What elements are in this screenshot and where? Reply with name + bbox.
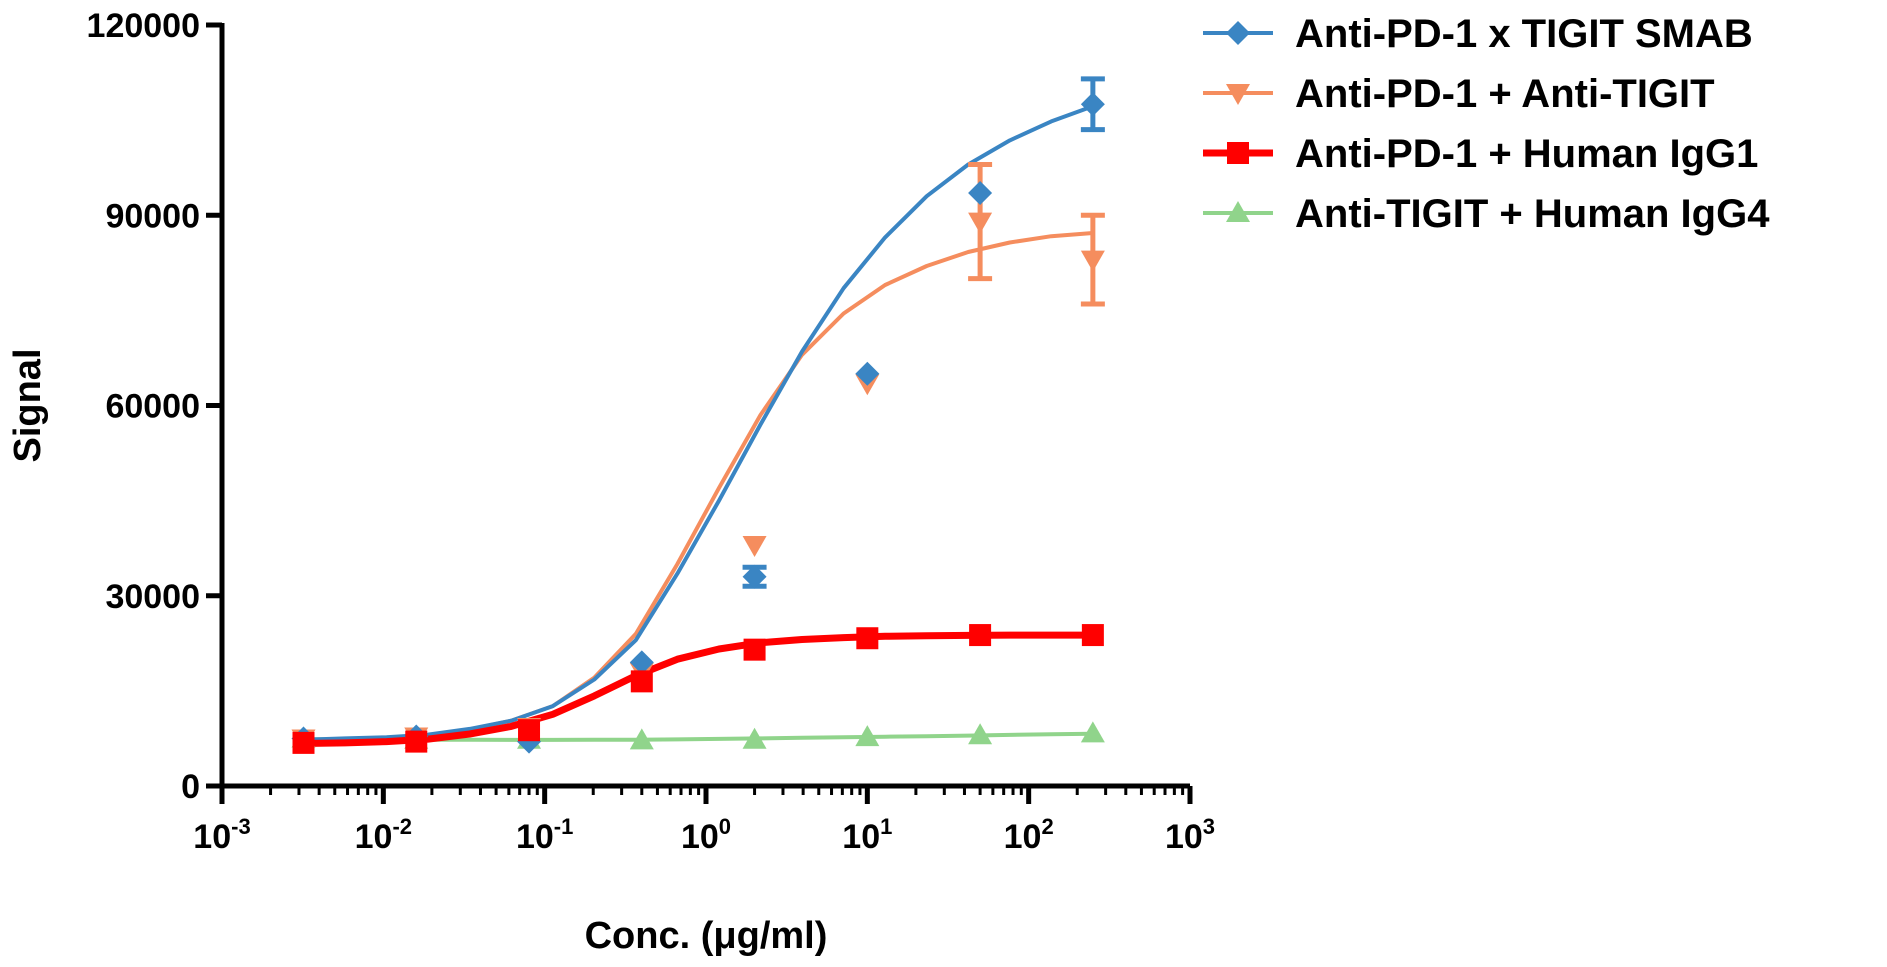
series-curve <box>301 231 1095 743</box>
data-point <box>1080 250 1105 272</box>
legend-label: Anti-PD-1 + Human IgG1 <box>1295 132 1758 176</box>
legend-marker <box>1226 84 1250 105</box>
x-tick-exponent: 0 <box>719 814 731 839</box>
x-axis-title: Conc. (μg/ml) <box>585 915 828 957</box>
x-tick-exponent: 2 <box>1041 814 1053 839</box>
x-tick-base: 10 <box>193 818 231 856</box>
data-point <box>518 719 541 742</box>
x-tick-exponent: 3 <box>1203 814 1215 839</box>
x-tick-label: 100 <box>681 814 731 856</box>
data-point <box>1081 624 1104 647</box>
series-points <box>291 162 1105 751</box>
data-point <box>743 638 766 661</box>
data-point <box>405 730 428 753</box>
x-tick-label: 102 <box>1004 814 1054 856</box>
data-point <box>855 361 880 386</box>
fitted-curves <box>300 104 1097 747</box>
x-tick-label: 10-2 <box>355 814 412 856</box>
y-tick-label: 90000 <box>105 197 200 235</box>
x-tick-label: 10-3 <box>193 814 250 856</box>
legend-entry: Anti-PD-1 + Human IgG1 <box>1203 132 1758 176</box>
data-point <box>1080 92 1105 117</box>
x-tick-base: 10 <box>681 818 719 856</box>
data-point <box>629 650 654 675</box>
y-tick-label: 120000 <box>87 7 200 45</box>
legend-marker <box>1227 142 1249 164</box>
series-points <box>292 624 1104 754</box>
x-tick-base: 10 <box>355 818 393 856</box>
x-tick-exponent: 1 <box>880 814 892 839</box>
legend-entry: Anti-TIGIT + Human IgG4 <box>1203 192 1770 236</box>
y-tick-label: 30000 <box>105 578 200 616</box>
x-tick-base: 10 <box>1165 818 1203 856</box>
x-tick-base: 10 <box>842 818 880 856</box>
data-point <box>742 564 767 589</box>
legend-marker <box>1226 201 1250 222</box>
data-point <box>742 727 767 749</box>
legend-entry: Anti-PD-1 + Anti-TIGIT <box>1203 72 1715 116</box>
y-tick-label: 0 <box>181 768 200 806</box>
y-axis-title: Signal <box>7 348 49 462</box>
data-point <box>1080 721 1105 743</box>
x-tick-label: 103 <box>1165 814 1215 856</box>
legend-label: Anti-TIGIT + Human IgG4 <box>1295 192 1770 236</box>
data-point <box>856 627 879 650</box>
x-tick-label: 101 <box>842 814 892 856</box>
data-points <box>291 76 1105 754</box>
x-tick-exponent: -2 <box>392 814 412 839</box>
data-point <box>968 181 993 206</box>
data-point <box>629 728 654 750</box>
x-tick-exponent: -3 <box>231 814 251 839</box>
x-tick-label: 10-1 <box>516 814 573 856</box>
legend-marker <box>1226 21 1250 45</box>
series-curve <box>300 631 1097 747</box>
data-point <box>968 212 993 234</box>
data-point <box>630 670 653 693</box>
data-point <box>292 731 315 754</box>
y-tick-label: 60000 <box>105 388 200 426</box>
legend-entry: Anti-PD-1 x TIGIT SMAB <box>1203 12 1753 56</box>
x-tick-base: 10 <box>1004 818 1042 856</box>
x-tick-exponent: -1 <box>554 814 574 839</box>
data-point <box>968 723 993 745</box>
data-point <box>969 624 992 647</box>
series-curve <box>301 104 1095 742</box>
data-point <box>742 536 767 558</box>
x-tick-base: 10 <box>516 818 554 856</box>
legend: Anti-PD-1 x TIGIT SMAB Anti-PD-1 + Anti-T… <box>1203 12 1770 236</box>
data-point <box>855 725 880 747</box>
legend-label: Anti-PD-1 + Anti-TIGIT <box>1295 72 1715 116</box>
legend-label: Anti-PD-1 x TIGIT SMAB <box>1295 12 1753 56</box>
